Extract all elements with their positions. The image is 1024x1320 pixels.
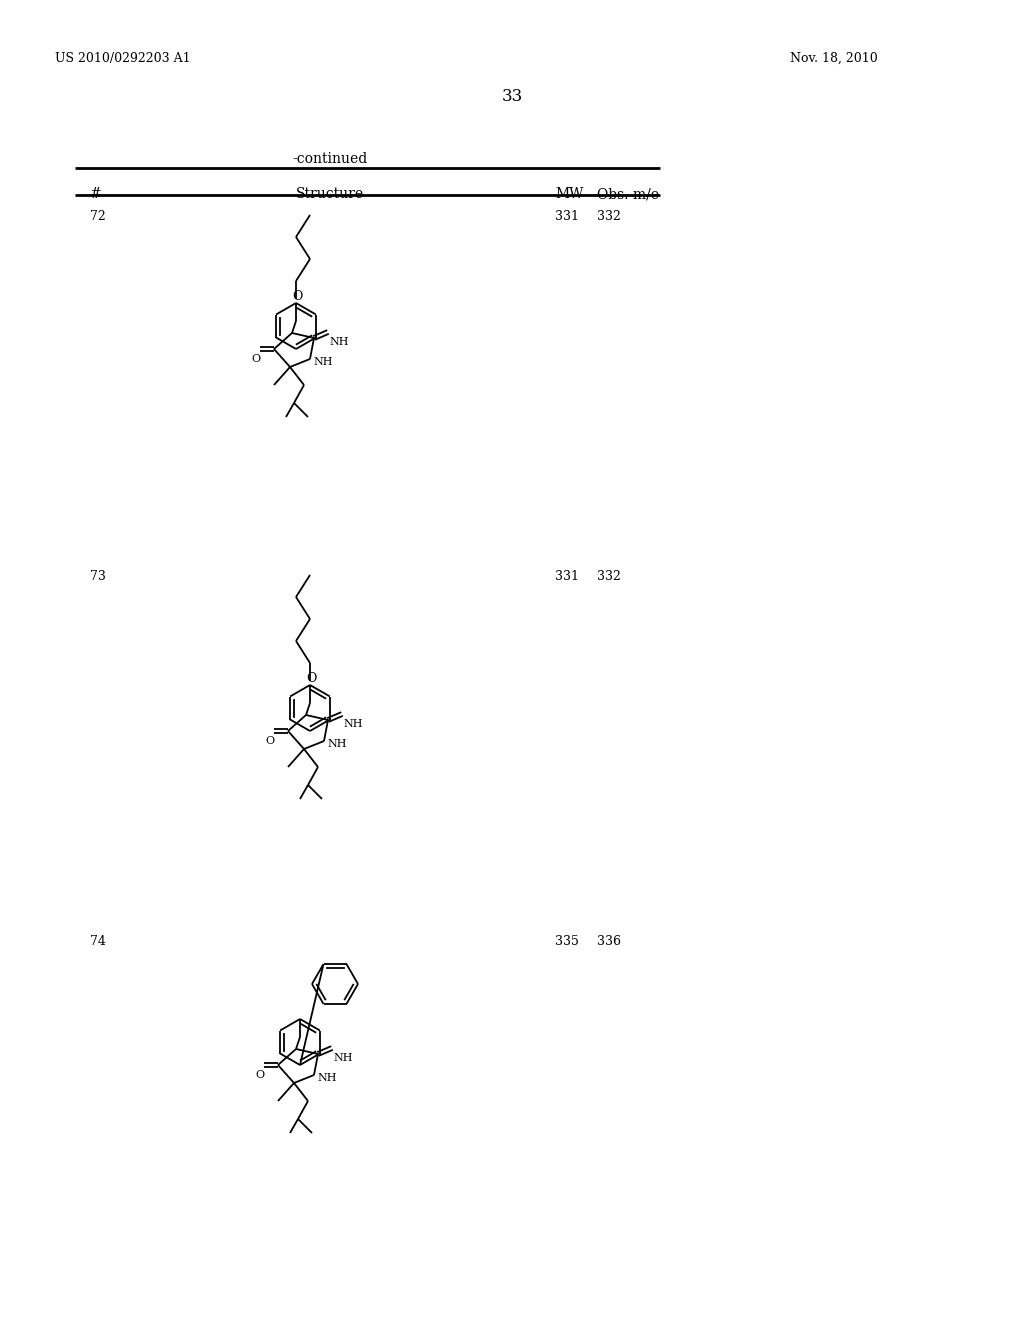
Text: 336: 336: [597, 935, 621, 948]
Text: #: #: [90, 187, 101, 201]
Text: O: O: [265, 737, 274, 746]
Text: O: O: [251, 354, 260, 364]
Text: 332: 332: [597, 210, 621, 223]
Text: O: O: [306, 672, 316, 685]
Text: 331: 331: [555, 570, 579, 583]
Text: -continued: -continued: [293, 152, 368, 166]
Text: Nov. 18, 2010: Nov. 18, 2010: [790, 51, 878, 65]
Text: NH: NH: [329, 337, 348, 347]
Text: NH: NH: [343, 719, 362, 729]
Text: NH: NH: [327, 739, 346, 748]
Text: MW: MW: [555, 187, 584, 201]
Text: O: O: [255, 1071, 264, 1080]
Text: Structure: Structure: [296, 187, 365, 201]
Text: 74: 74: [90, 935, 105, 948]
Text: NH: NH: [333, 1053, 352, 1063]
Text: NH: NH: [313, 356, 333, 367]
Text: Obs. m/e: Obs. m/e: [597, 187, 659, 201]
Text: 331: 331: [555, 210, 579, 223]
Text: 72: 72: [90, 210, 105, 223]
Text: US 2010/0292203 A1: US 2010/0292203 A1: [55, 51, 190, 65]
Text: 73: 73: [90, 570, 105, 583]
Text: NH: NH: [317, 1073, 337, 1082]
Text: O: O: [292, 290, 302, 304]
Text: 335: 335: [555, 935, 579, 948]
Text: 33: 33: [502, 88, 522, 106]
Text: 332: 332: [597, 570, 621, 583]
